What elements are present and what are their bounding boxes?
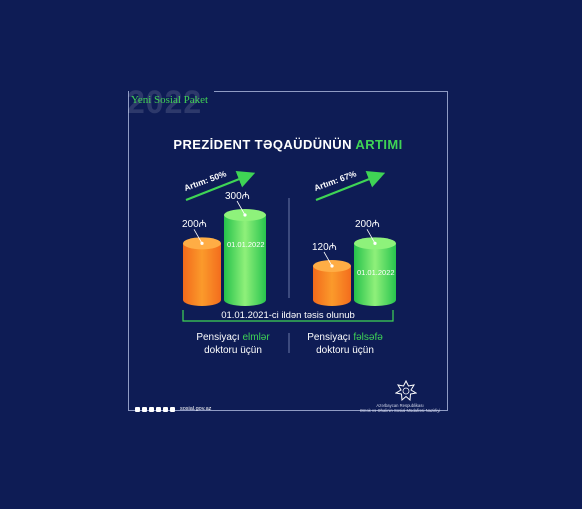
page-title: PREZİDENT TƏQAÜDÜNÜN ARTIMI: [128, 137, 448, 152]
instagram-icon[interactable]: [142, 406, 147, 412]
value-label-g2-1: 120₼: [312, 242, 337, 253]
leader-line-g1-2: [236, 200, 246, 216]
year-watermark: 2022: [127, 84, 203, 120]
frame-top-line: [214, 91, 448, 92]
group-label-2: Pensiyaçı fəlsəfə doktoru üçün: [307, 332, 383, 356]
leader-line-g2-1: [323, 251, 333, 267]
growth-arrow-g2: [315, 171, 386, 202]
title-accent: ARTIMI: [355, 137, 403, 152]
twitter-icon[interactable]: [149, 406, 154, 412]
group-label-1: Pensiyaçı elmlər doktoru üçün: [196, 332, 270, 356]
date-label-g1: 01.01.2022: [227, 240, 265, 249]
established-label: 01.01.2021-ci ildən təsis olunub: [221, 310, 355, 321]
bar-g1-1: [183, 243, 221, 306]
content-frame: [128, 91, 448, 411]
linkedin-icon[interactable]: [170, 406, 175, 412]
value-label-g2-2: 200₼: [355, 219, 380, 231]
ministry-emblem-icon: [395, 380, 417, 402]
bracket: [182, 310, 394, 322]
youtube-icon[interactable]: [156, 406, 161, 412]
package-label: Yeni Sosial Paket: [131, 94, 209, 106]
website-link[interactable]: sosial.gov.az: [180, 406, 212, 412]
bar-g2-1: [313, 266, 351, 306]
leader-line-g1-1: [193, 229, 203, 244]
ministry-name: Azərbaycan Respublikası Əmək və Əhalinin…: [359, 403, 441, 413]
date-label-g2: 01.01.2022: [357, 268, 395, 278]
social-links: sosial.gov.az: [135, 406, 211, 412]
leader-line-g2-2: [366, 229, 376, 244]
telegram-icon[interactable]: [163, 406, 168, 412]
bar-g1-2: [224, 215, 266, 306]
growth-arrow-g1: [185, 171, 256, 202]
bar-g2-2: [354, 243, 396, 306]
facebook-icon[interactable]: [135, 406, 140, 412]
value-label-g1-2: 300₼: [225, 191, 250, 202]
value-label-g1-1: 200₼: [182, 219, 207, 231]
title-main: PREZİDENT TƏQAÜDÜNÜN: [173, 137, 352, 152]
